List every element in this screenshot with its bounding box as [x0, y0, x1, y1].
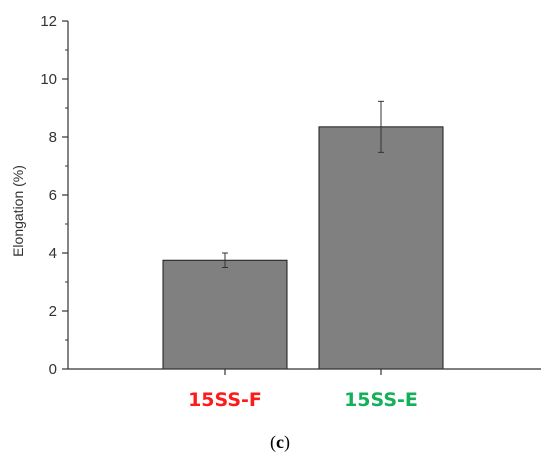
y-tick-label: 12 — [40, 13, 57, 30]
y-tick-label: 8 — [49, 129, 57, 146]
bar-15ss-e — [318, 126, 444, 370]
y-tick-label: 4 — [49, 245, 57, 262]
bar-15ss-f — [162, 259, 288, 370]
panel-label: (c) — [270, 432, 290, 453]
y-tick-label: 0 — [49, 361, 57, 378]
chart-marks — [162, 100, 444, 370]
y-axis-title: Elongation (%) — [10, 165, 26, 257]
y-tick-label: 6 — [49, 187, 57, 204]
y-tick-label: 2 — [49, 303, 57, 320]
y-tick-label: 10 — [40, 71, 57, 88]
chart-axes: 15SS-F 15SS-E 0 2 4 6 8 10 12 — [40, 13, 541, 411]
x-tick-label-15ss-f: 15SS-F — [188, 389, 262, 411]
error-bar-15ss-f — [222, 252, 228, 268]
error-bar-15ss-e — [378, 100, 384, 153]
x-tick-label-15ss-e: 15SS-E — [344, 389, 418, 411]
